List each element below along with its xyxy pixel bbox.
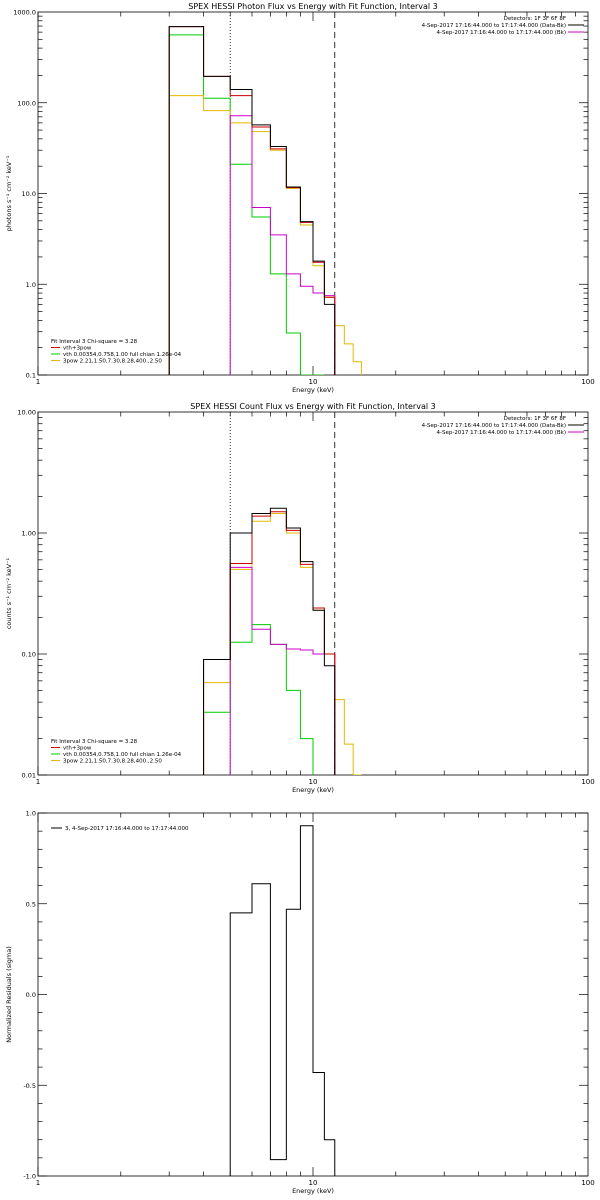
legend-fit-title: Fit Interval 3 Chi-square = 3.28 — [51, 339, 138, 345]
legend-left-label: vth+3pow — [63, 746, 92, 752]
legend-left-label: vth+3pow — [63, 346, 92, 352]
y-tick-label: -1.0 — [23, 1173, 36, 1181]
x-axis-label: Energy (keV) — [292, 1187, 334, 1195]
y-tick-label: 1000.0 — [13, 9, 36, 17]
y-tick-label: 0.1 — [26, 372, 36, 380]
y-tick-label: -0.5 — [23, 1082, 36, 1090]
series-bk — [229, 115, 336, 375]
legend-fit-title: Fit Interval 3 Chi-square = 3.28 — [51, 739, 138, 745]
x-tick-label: 100 — [581, 778, 594, 786]
plot-area — [168, 12, 362, 375]
chart-title: SPEX HESSI Count Flux vs Energy with Fit… — [190, 402, 435, 411]
legend-right-label: 4-Sep-2017 17:16:44.000 to 17:17:44.000 … — [437, 430, 567, 436]
series-vth — [168, 34, 325, 375]
x-tick-label: 1 — [36, 378, 40, 386]
x-tick-label: 1 — [36, 1179, 40, 1187]
series-data — [168, 26, 336, 375]
y-tick-label: 100.0 — [17, 99, 36, 107]
panel-3: 1 10 100 Energy (keV) -1.0 -0.5 0.0 0.5 1.0 Norma… — [5, 810, 595, 1196]
x-tick-label: 10 — [309, 778, 318, 786]
x-axis-label: Energy (keV) — [292, 786, 334, 794]
legend-detectors: Detectors: 1F 3F 6F 8F — [504, 16, 566, 22]
legend-left-label: vth 0.00354,0.758,1.00 full chian 1.26e-… — [63, 352, 182, 358]
series-pow — [168, 95, 362, 375]
series-bk — [229, 566, 336, 775]
x-axis-label: Energy (keV) — [292, 386, 334, 394]
series-vth — [203, 624, 314, 775]
y-tick-label: 0.10 — [22, 651, 36, 659]
x-tick-label: 10 — [309, 1179, 318, 1187]
y-axis-label: Normalized Residuals (sigma) — [5, 946, 13, 1043]
legend-right-label: 4-Sep-2017 17:16:44.000 to 17:17:44.000 … — [437, 30, 567, 36]
y-tick-label: 1.0 — [26, 810, 36, 818]
y-axis-label: photons s⁻¹ cm⁻² keV⁻¹ — [5, 155, 13, 231]
x-tick-label: 100 — [581, 378, 594, 386]
series-total — [203, 511, 336, 775]
y-axis-label: counts s⁻¹ cm⁻² keV⁻¹ — [5, 557, 13, 629]
legend-right-label: 4-Sep-2017 17:16:44.000 to 17:17:44.000 … — [422, 423, 566, 429]
y-tick-label: 1.0 — [26, 281, 36, 289]
y-tick-label: 0.01 — [22, 772, 36, 780]
legend-detectors: Detectors: 1F 3F 6F 8F — [504, 416, 566, 422]
legend-right-label: 4-Sep-2017 17:16:44.000 to 17:17:44.000 … — [422, 23, 566, 29]
plot-area — [203, 412, 362, 775]
y-tick-label: 10.00 — [17, 409, 36, 417]
x-tick-label: 10 — [309, 378, 318, 386]
panel-1: SPEX HESSI Photon Flux vs Energy with Fi… — [5, 2, 595, 394]
legend-left-label: vth 0.00354,0.758,1.00 full chian 1.26e-… — [63, 752, 182, 758]
axes-frame — [37, 11, 589, 376]
residual-series — [229, 825, 336, 1176]
y-tick-label: 10.0 — [22, 190, 36, 198]
panel-2: SPEX HESSI Count Flux vs Energy with Fit… — [5, 402, 595, 794]
legend-left-label: 3pow 2.21,1.50,7.30,8.28,400.,2.50 — [63, 759, 162, 765]
series-pow — [203, 512, 362, 775]
y-tick-label: 0.0 — [26, 991, 36, 999]
y-tick-label: 0.5 — [26, 900, 36, 908]
plot-area — [229, 825, 336, 1176]
legend-residual-label: 3, 4-Sep-2017 17:16:44.000 to 17:17:44.0… — [65, 826, 189, 832]
y-tick-label: 1.00 — [22, 530, 36, 538]
chart-title: SPEX HESSI Photon Flux vs Energy with Fi… — [188, 2, 438, 11]
x-tick-label: 100 — [581, 1179, 594, 1187]
legend-left-label: 3pow 2.21,1.50,7.30,8.28,400.,2.50 — [63, 359, 162, 365]
series-data — [203, 507, 336, 775]
x-tick-label: 1 — [36, 778, 40, 786]
